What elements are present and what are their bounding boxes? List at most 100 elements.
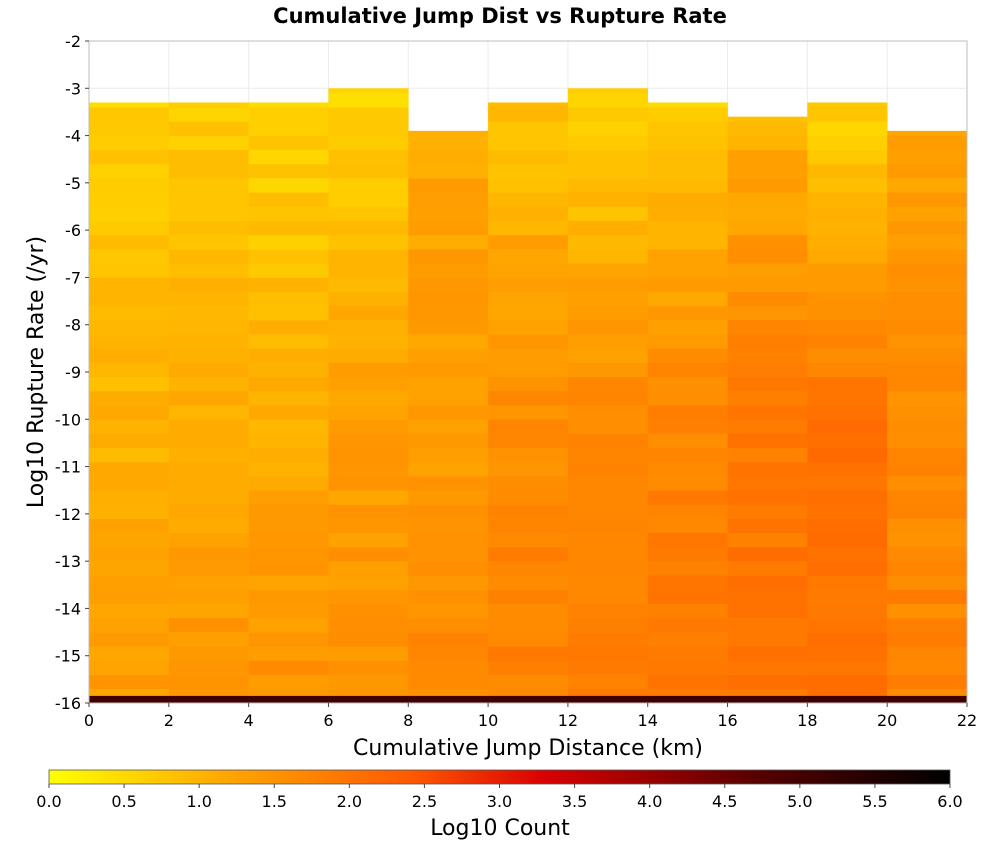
heatmap-cell bbox=[248, 532, 329, 548]
heatmap-cell bbox=[807, 674, 888, 690]
heatmap-cell bbox=[248, 617, 329, 633]
heatmap-cell bbox=[567, 277, 649, 292]
heatmap-cell bbox=[168, 660, 249, 675]
heatmap-cell bbox=[647, 632, 728, 647]
heatmap-cell bbox=[488, 206, 569, 221]
heatmap-cell bbox=[887, 490, 968, 505]
heatmap-cell bbox=[727, 476, 808, 491]
heatmap-cell bbox=[567, 518, 649, 534]
heatmap-cell bbox=[89, 617, 170, 633]
heatmap-cell bbox=[89, 476, 170, 491]
heatmap-cell bbox=[807, 419, 888, 434]
heatmap-cell bbox=[89, 305, 170, 321]
heatmap-cell bbox=[567, 589, 649, 604]
heatmap-cell bbox=[647, 504, 728, 519]
heatmap-cell bbox=[567, 249, 649, 264]
heatmap-cell bbox=[89, 546, 170, 562]
heatmap-cell bbox=[168, 291, 249, 307]
heatmap-cell bbox=[647, 163, 728, 179]
heatmap-cell bbox=[887, 334, 968, 349]
x-tick-label: 4 bbox=[244, 711, 254, 730]
heatmap-cell bbox=[328, 447, 409, 463]
heatmap-cell bbox=[328, 632, 409, 647]
heatmap-cell bbox=[727, 603, 808, 619]
heatmap-cell bbox=[727, 376, 808, 392]
heatmap-cells bbox=[89, 88, 968, 704]
heatmap-cell bbox=[168, 178, 249, 193]
heatmap-cell bbox=[807, 376, 888, 392]
heatmap-cell bbox=[248, 163, 329, 179]
heatmap-cell bbox=[248, 632, 329, 647]
heatmap-cell bbox=[567, 135, 649, 151]
heatmap-cell bbox=[408, 674, 489, 690]
heatmap-cell bbox=[248, 206, 329, 221]
heatmap-cell bbox=[89, 192, 170, 207]
heatmap-cell bbox=[807, 121, 888, 136]
heatmap-cell bbox=[887, 674, 968, 690]
heatmap-cell bbox=[887, 419, 968, 434]
heatmap-cell bbox=[408, 163, 489, 179]
heatmap-cell bbox=[887, 447, 968, 463]
heatmap-cell bbox=[168, 102, 249, 108]
heatmap-cell bbox=[887, 263, 968, 278]
heatmap-cell bbox=[89, 121, 170, 136]
heatmap-cell bbox=[248, 102, 329, 108]
heatmap-cell bbox=[248, 362, 329, 378]
heatmap-cell bbox=[168, 348, 249, 363]
chart-title: Cumulative Jump Dist vs Rupture Rate bbox=[273, 4, 727, 28]
heatmap-cell bbox=[89, 334, 170, 349]
heatmap-cell bbox=[488, 121, 569, 136]
x-tick-label: 0 bbox=[84, 711, 94, 730]
heatmap-cell bbox=[647, 646, 728, 661]
heatmap-cell bbox=[328, 617, 409, 633]
heatmap-cell bbox=[408, 476, 489, 491]
heatmap-cell bbox=[408, 135, 489, 151]
heatmap-cell bbox=[567, 632, 649, 647]
heatmap-cell bbox=[328, 546, 409, 562]
heatmap-cell bbox=[567, 178, 649, 193]
heatmap-cell bbox=[727, 348, 808, 363]
heatmap-cell bbox=[89, 220, 170, 236]
heatmap-cell bbox=[89, 178, 170, 193]
y-tick-label: -9 bbox=[65, 363, 81, 382]
heatmap-cell bbox=[488, 102, 569, 108]
heatmap-cell bbox=[408, 660, 489, 675]
heatmap-cell bbox=[887, 305, 968, 321]
heatmap-cell bbox=[408, 334, 489, 349]
heatmap-cell bbox=[328, 305, 409, 321]
heatmap-cell bbox=[887, 135, 968, 151]
heatmap-cell bbox=[567, 433, 649, 448]
heatmap-cell bbox=[89, 102, 170, 108]
heatmap-cell bbox=[89, 291, 170, 307]
heatmap-cell bbox=[887, 291, 968, 307]
heatmap-cell bbox=[807, 362, 888, 378]
heatmap-cell bbox=[488, 561, 569, 576]
heatmap-cell bbox=[807, 504, 888, 519]
heatmap-cell bbox=[488, 674, 569, 690]
heatmap-cell bbox=[408, 461, 489, 477]
heatmap-cell bbox=[727, 334, 808, 349]
heatmap-cell bbox=[89, 603, 170, 619]
heatmap-cell bbox=[89, 695, 967, 703]
heatmap-cell bbox=[408, 490, 489, 505]
heatmap-cell bbox=[887, 319, 968, 335]
heatmap-cell bbox=[727, 192, 808, 207]
colorbar-tick-label: 6.0 bbox=[937, 792, 962, 811]
heatmap-cell bbox=[807, 234, 888, 250]
heatmap-cell bbox=[647, 277, 728, 292]
x-tick-label: 2 bbox=[164, 711, 174, 730]
heatmap-cell bbox=[168, 476, 249, 491]
heatmap-cell bbox=[89, 348, 170, 363]
x-tick-label: 12 bbox=[558, 711, 578, 730]
heatmap-cell bbox=[328, 433, 409, 448]
heatmap-cell bbox=[89, 447, 170, 463]
heatmap-cell bbox=[488, 447, 569, 463]
heatmap-cell bbox=[727, 433, 808, 448]
heatmap-cell bbox=[408, 130, 489, 136]
heatmap-cell bbox=[328, 348, 409, 363]
heatmap-cell bbox=[807, 476, 888, 491]
heatmap-cell bbox=[727, 390, 808, 406]
heatmap-cell bbox=[727, 447, 808, 463]
heatmap-cell bbox=[647, 362, 728, 378]
heatmap-cell bbox=[328, 107, 409, 122]
